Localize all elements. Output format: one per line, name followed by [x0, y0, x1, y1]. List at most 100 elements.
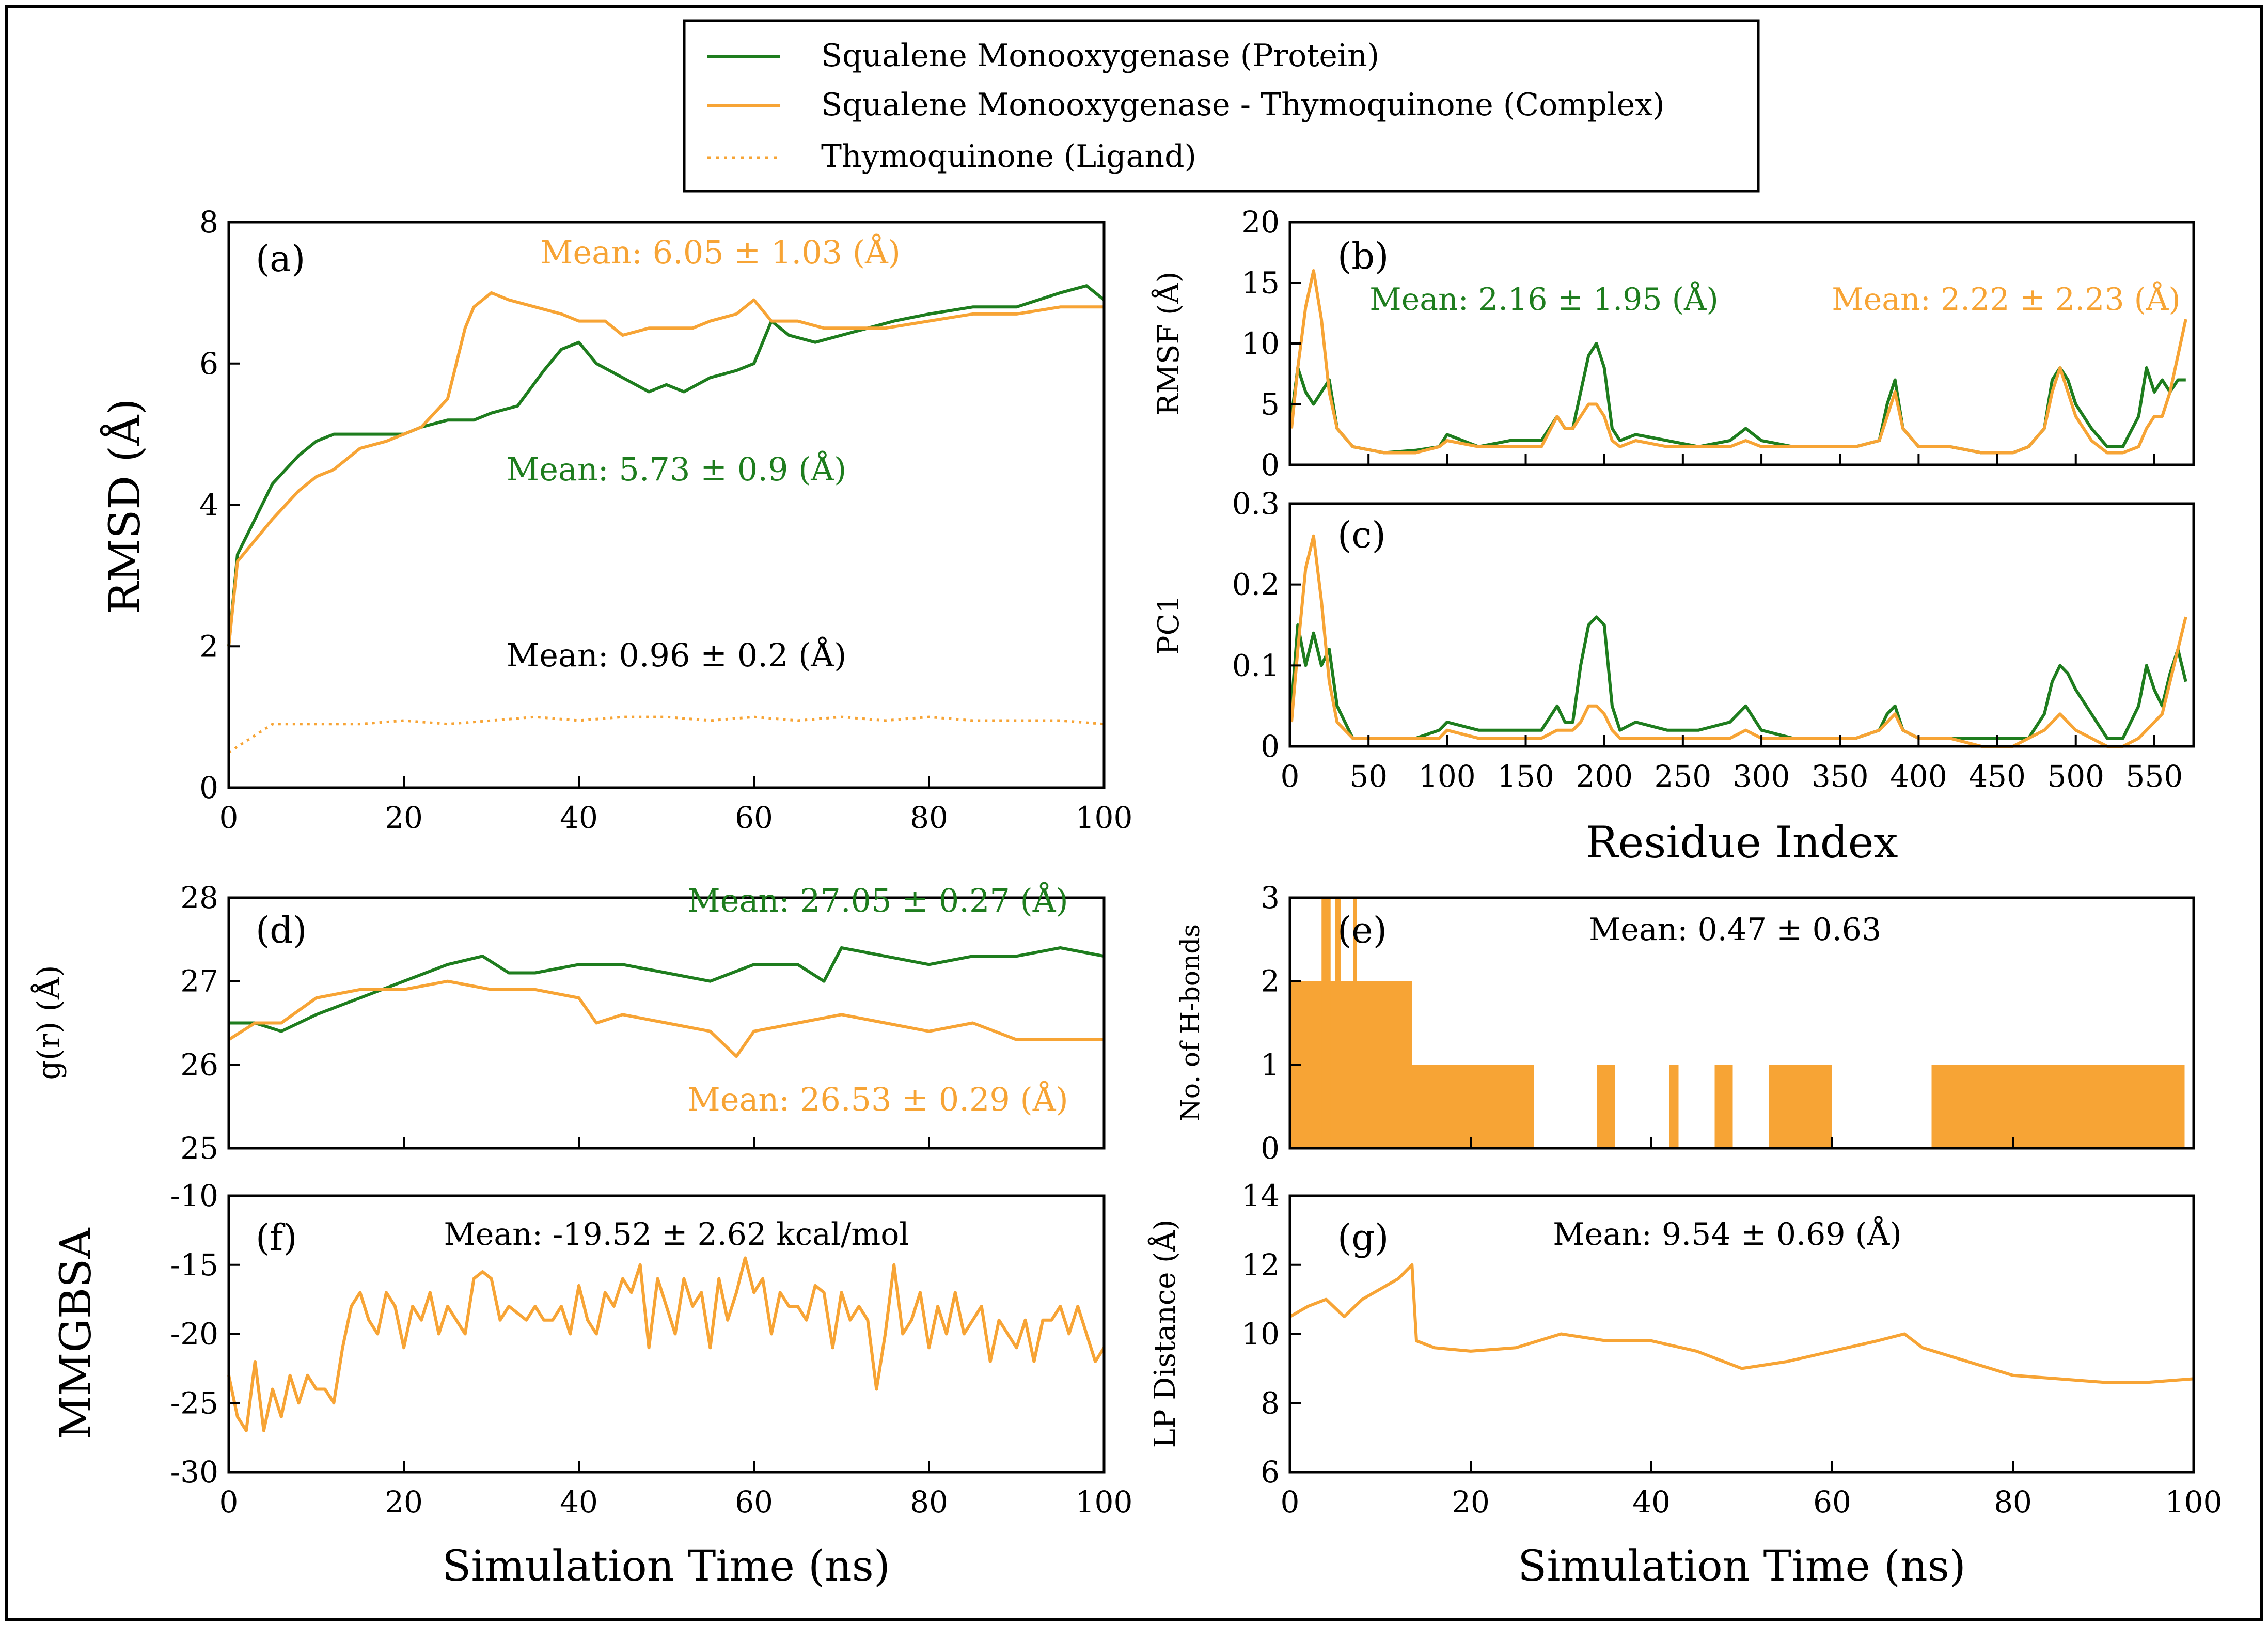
chart-a-series — [227, 284, 1105, 754]
chart-c-ytick-label-0: 0 — [1261, 729, 1280, 764]
chart-c-xtick-label-5: 250 — [1655, 759, 1712, 794]
chart-d-annotation-protein: Mean: 27.05 ± 0.27 (Å) — [687, 882, 1068, 919]
chart-b-ylabel: RMSF (Å) — [1151, 272, 1186, 416]
chart-e-hbond-bar-10 — [2013, 1065, 2185, 1148]
chart-g-xtick-label-3: 60 — [1813, 1484, 1851, 1520]
chart-f-ticks: 0 20 40 60 80 100 -30 -25 -20 -15 -10 — [170, 1178, 1133, 1520]
chart-c-ylabel: PC1 — [1152, 595, 1186, 655]
chart-g-ylabel: LP Distance (Å) — [1147, 1219, 1182, 1448]
chart-f-xtick-label-1: 20 — [385, 1484, 423, 1520]
chart-c-xtick-label-1: 50 — [1349, 759, 1388, 794]
chart-d-ytick-label-2: 27 — [180, 964, 218, 999]
chart-f-ytick-label-4: -10 — [170, 1178, 218, 1213]
chart-b-ytick-label-0: 0 — [1261, 447, 1280, 482]
chart-e-ylabel: No. of H-bonds — [1175, 924, 1205, 1121]
chart-c-xtick-label-7: 350 — [1812, 759, 1869, 794]
chart-b: 0 5 10 15 20 (b) RMSF (Å) Mean: 2.16 ± 1.95 … — [1151, 205, 2195, 482]
chart-c-xlabel: Residue Index — [1585, 817, 1898, 868]
chart-c-xtick-label-10: 500 — [2047, 759, 2104, 794]
chart-f-xtick-label-4: 80 — [910, 1484, 948, 1520]
chart-g-ytick-label-1: 8 — [1261, 1385, 1280, 1420]
chart-e-hbond-bar-8 — [1769, 1065, 1832, 1148]
chart-d-frame — [227, 896, 1106, 1150]
legend-label-complex: Squalene Monooxygenase - Thymoquinone (C… — [821, 87, 1665, 123]
chart-b-annotation-protein: Mean: 2.16 ± 1.95 (Å) — [1369, 281, 1718, 318]
chart-e-hbond-bar-2 — [1335, 898, 1341, 1148]
chart-a-ytick-label-1: 2 — [199, 629, 218, 664]
chart-c-series-0-line — [1290, 615, 2187, 740]
chart-g-ytick-label-4: 14 — [1241, 1178, 1280, 1213]
chart-e-hbond-bar-5 — [1597, 1065, 1615, 1148]
chart-g-xlabel: Simulation Time (ns) — [1518, 1542, 1966, 1591]
chart-f-xtick-label-2: 40 — [560, 1484, 598, 1520]
chart-f-ytick-label-1: -25 — [170, 1385, 218, 1420]
chart-d-series — [228, 946, 1105, 1058]
chart-e-hbond-bar-7 — [1714, 1065, 1733, 1148]
chart-b-ticks: 0 5 10 15 20 — [1241, 205, 2155, 482]
chart-c-xtick-label-0: 0 — [1281, 759, 1300, 794]
chart-f-series — [227, 1256, 1106, 1432]
chart-c: 0 50 100 150 200 250 300 350 400 450 500 550 0 0.1 0.2… — [1152, 486, 2195, 868]
chart-g-ytick-label-2: 10 — [1241, 1317, 1280, 1352]
figure-frame — [5, 5, 2263, 1621]
chart-e-series — [1290, 898, 2185, 1148]
chart-e-hbond-bar-9 — [1931, 1065, 2013, 1148]
chart-a-annotation-ligand: Mean: 0.96 ± 0.2 (Å) — [507, 636, 847, 674]
chart-e-hbond-bar-4 — [1412, 1065, 1534, 1148]
chart-c-ytick-label-2: 0.2 — [1232, 567, 1280, 602]
chart-b-series-1-line — [1290, 269, 2187, 455]
chart-a-ytick-label-0: 0 — [199, 770, 218, 805]
chart-a-series-1-line — [227, 291, 1104, 647]
chart-d-ytick-label-0: 25 — [180, 1131, 218, 1166]
chart-d-ytick-label-1: 26 — [180, 1047, 218, 1082]
chart-f-ytick-label-3: -15 — [170, 1247, 218, 1283]
chart-b-ytick-label-4: 20 — [1241, 205, 1280, 240]
legend-label-ligand: Thymoquinone (Ligand) — [821, 138, 1196, 175]
chart-c-xtick-label-9: 450 — [1968, 759, 2026, 794]
chart-c-xtick-label-3: 150 — [1497, 759, 1554, 794]
chart-a-xtick-label-5: 100 — [1076, 800, 1133, 835]
chart-e-hbond-bar-0 — [1290, 981, 1412, 1148]
chart-b-series-0-line — [1290, 342, 2186, 455]
chart-a: 0 20 40 60 80 100 0 2 4 6 8 (a) RMSD (Å) Mean: 6.0… — [100, 205, 1132, 835]
chart-a-ytick-label-2: 4 — [199, 488, 218, 523]
chart-f-ylabel: MMGBSA — [52, 1227, 101, 1440]
chart-b-frame — [1288, 221, 2195, 466]
chart-f-xtick-label-0: 0 — [219, 1484, 239, 1520]
chart-g: 0 20 40 60 80 100 6 8 10 12 14 (g) LP Distance (Å)… — [1147, 1178, 2222, 1591]
chart-d-ticks: 25 26 27 28 — [180, 880, 1105, 1166]
chart-c-xtick-label-2: 100 — [1419, 759, 1476, 794]
chart-f-xtick-label-5: 100 — [1076, 1484, 1133, 1520]
chart-a-series-2-line — [228, 715, 1105, 754]
chart-e-ytick-label-1: 1 — [1261, 1047, 1280, 1082]
legend: Squalene Monooxygenase (Protein) Squalen… — [683, 19, 1760, 193]
chart-a-xtick-label-1: 20 — [385, 800, 423, 835]
chart-c-series — [1290, 534, 2187, 748]
chart-b-series — [1290, 269, 2187, 455]
chart-g-xtick-label-0: 0 — [1281, 1484, 1300, 1520]
chart-a-series-0-line — [227, 284, 1105, 647]
chart-e-ytick-label-2: 2 — [1261, 964, 1280, 999]
chart-e-hbond-bar-3 — [1353, 898, 1357, 1148]
chart-g-xtick-label-4: 80 — [1994, 1484, 2032, 1520]
chart-a-xtick-label-4: 80 — [910, 800, 948, 835]
chart-a-xtick-label-2: 40 — [560, 800, 598, 835]
chart-e-hbond-bar-1 — [1321, 898, 1331, 1148]
chart-b-ytick-label-2: 10 — [1241, 326, 1280, 361]
legend-box — [683, 19, 1760, 193]
chart-c-ticks: 0 50 100 150 200 250 300 350 400 450 500 550 0 0.1 0.2… — [1232, 486, 2183, 794]
chart-a-annotation-protein: Mean: 5.73 ± 0.9 (Å) — [507, 450, 847, 488]
chart-d-ylabel: g(r) (Å) — [30, 965, 67, 1080]
chart-g-ytick-label-0: 6 — [1261, 1455, 1280, 1490]
chart-d-panel-label: (d) — [256, 909, 307, 951]
legend-label-protein: Squalene Monooxygenase (Protein) — [821, 38, 1379, 74]
chart-e-panel-label: (e) — [1337, 909, 1387, 951]
chart-g-annotation: Mean: 9.54 ± 0.69 (Å) — [1553, 1216, 1901, 1253]
chart-c-frame — [1288, 502, 2195, 748]
chart-a-ticks: 0 20 40 60 80 100 0 2 4 6 8 — [199, 205, 1132, 835]
chart-e-ytick-label-0: 0 — [1261, 1131, 1280, 1166]
chart-a-annotation-complex: Mean: 6.05 ± 1.03 (Å) — [540, 233, 901, 271]
chart-d-annotation-complex: Mean: 26.53 ± 0.29 (Å) — [687, 1081, 1068, 1118]
chart-c-ytick-label-3: 0.3 — [1232, 486, 1280, 521]
